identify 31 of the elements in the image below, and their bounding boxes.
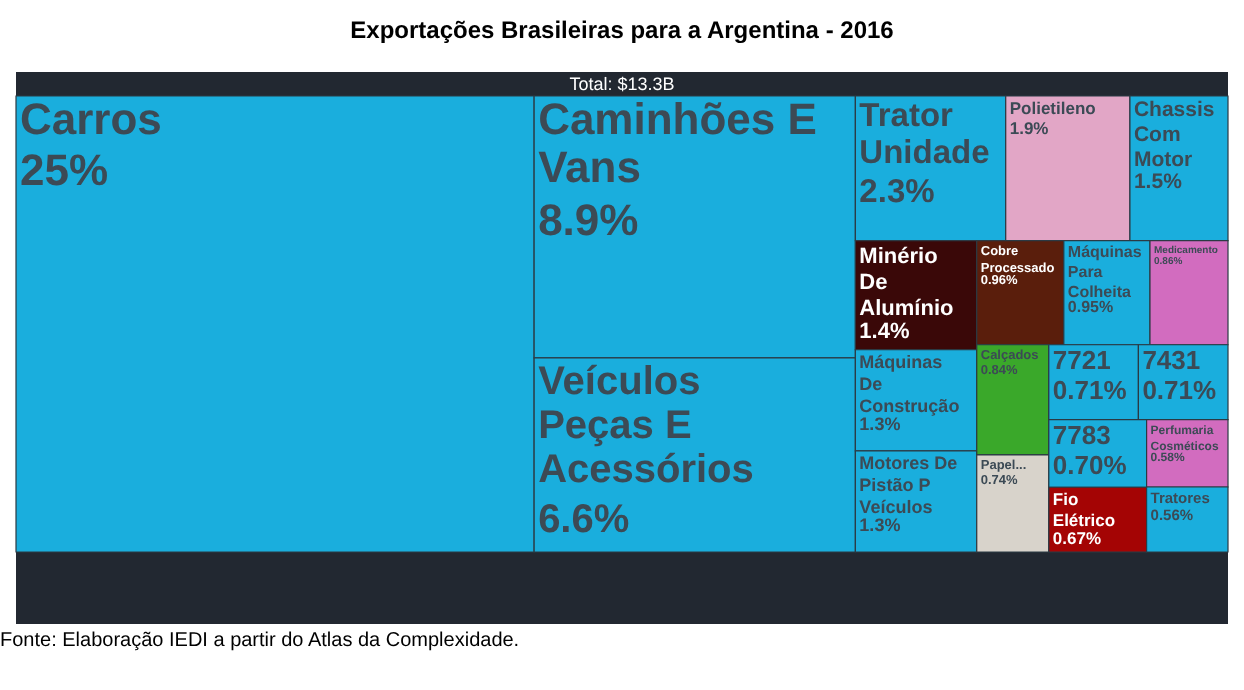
data-label: 0.67% [1052, 528, 1102, 549]
data-label: 1.5% [1133, 170, 1184, 195]
category-label: Carros [20, 94, 162, 144]
data-label: 1.3% [859, 514, 901, 535]
category-label: 7721 [1052, 344, 1111, 375]
category-label: Trator Unidade [859, 98, 990, 171]
category-label: Veículos Peças E Acessórios [538, 359, 754, 492]
data-label: 25% [20, 144, 109, 195]
category-label: Polietileno [1009, 98, 1096, 118]
data-label: 6.6% [538, 497, 630, 542]
category-label: Máquinas Para Colheita [1067, 242, 1143, 301]
data-label: 0.71% [1052, 374, 1128, 405]
data-label: 0.70% [1052, 449, 1128, 480]
category-label: 7783 [1052, 419, 1111, 450]
data-label: 8.9% [538, 195, 639, 246]
data-label: 1.9% [1009, 117, 1050, 138]
category-label: Caminhões E Vans [538, 94, 817, 192]
text: Exportações Brasileiras para a Argentina - 2016 [350, 16, 895, 44]
data-label: 0.71% [1142, 374, 1217, 405]
category-label: Minério De Alumínio [859, 244, 955, 321]
text: Total: $13.3B [569, 74, 675, 94]
category-label: Máquinas De Construção [859, 351, 961, 416]
category-label: Fio Elétrico [1052, 489, 1116, 531]
category-label: Chassis Com Motor [1133, 98, 1215, 172]
data-label: 0.95% [1067, 297, 1114, 316]
category-label: 7431 [1142, 344, 1201, 375]
data-label: 1.4% [859, 320, 910, 345]
data-label: 1.3% [859, 413, 901, 434]
category-label: Motores De Pistão P Veículos [859, 452, 958, 517]
source-note: Fonte: Elaboração IEDI a partir do Atlas da Complexidade. [0, 630, 520, 652]
data-label: 2.3% [859, 173, 936, 210]
